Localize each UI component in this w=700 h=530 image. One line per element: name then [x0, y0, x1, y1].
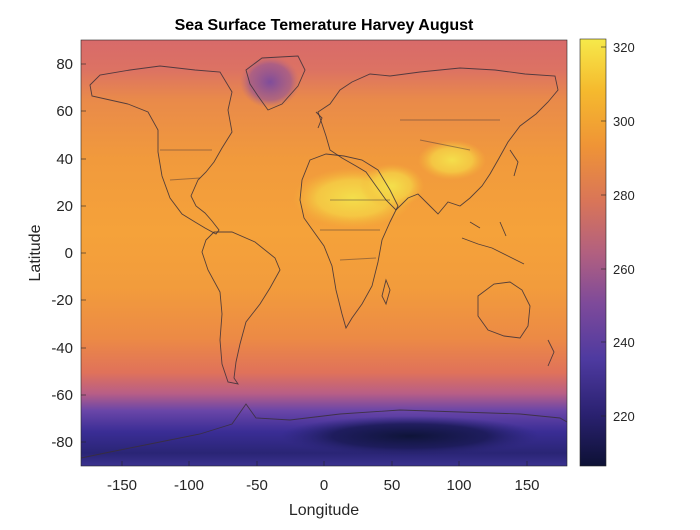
coast-australia [477, 281, 531, 339]
x-tick-label: 100 [446, 477, 471, 494]
coast-antarctica [81, 403, 567, 459]
colorbar-tick-label: 220 [613, 409, 635, 424]
y-tick-label: -40 [51, 340, 73, 357]
cold-spot-antarctica [280, 416, 540, 456]
y-tick-label: -20 [51, 292, 73, 309]
latitude-band-field [81, 40, 567, 466]
coast-madagascar [381, 278, 391, 306]
cold-spot-greenland [240, 56, 300, 108]
x-tick-label: -50 [246, 477, 268, 494]
colorbar-tick-label: 320 [613, 40, 635, 55]
x-tick-label: -100 [174, 477, 204, 494]
colorbar-tick-label: 300 [613, 114, 635, 129]
coast-north-america [89, 65, 233, 235]
y-tick-label: -80 [51, 434, 73, 451]
coast-europe-asia [317, 67, 559, 215]
colorbar: 320 300 280 260 240 220 [579, 38, 635, 467]
y-axis: 80 60 40 20 0 -20 -40 -60 -80 [51, 56, 86, 451]
temperature-field [81, 40, 567, 466]
coast-japan [509, 149, 519, 177]
y-tick-label: 60 [56, 103, 73, 120]
x-tick-label: 150 [514, 477, 539, 494]
colorbar-tick-label: 280 [613, 188, 635, 203]
chart-title: Sea Surface Temerature Harvey August [175, 17, 474, 34]
hot-spot-tibet [418, 140, 486, 180]
coastlines [81, 55, 567, 459]
hot-spot-arabia [360, 164, 424, 208]
coast-new-zealand [547, 339, 555, 367]
x-axis-label: Longitude [289, 502, 359, 519]
y-tick-label: 80 [56, 56, 73, 73]
colorbar-ramp [579, 38, 607, 467]
y-tick-label: 0 [65, 245, 73, 262]
x-tick-label: -150 [107, 477, 137, 494]
x-tick-label: 50 [384, 477, 401, 494]
colorbar-tick-label: 260 [613, 262, 635, 277]
coast-se-asia-islands [461, 221, 525, 265]
coast-uk [315, 111, 323, 129]
colorbar-tick-label: 240 [613, 335, 635, 350]
coast-greenland [245, 55, 306, 111]
y-tick-label: 20 [56, 198, 73, 215]
coast-south-america [201, 231, 281, 385]
country-borders [160, 119, 500, 261]
y-tick-label: -60 [51, 387, 73, 404]
y-tick-label: 40 [56, 151, 73, 168]
y-axis-label: Latitude [27, 224, 44, 281]
x-axis: -150 -100 -50 0 50 100 150 [107, 461, 540, 494]
x-tick-label: 0 [320, 477, 328, 494]
coast-africa [299, 153, 399, 330]
